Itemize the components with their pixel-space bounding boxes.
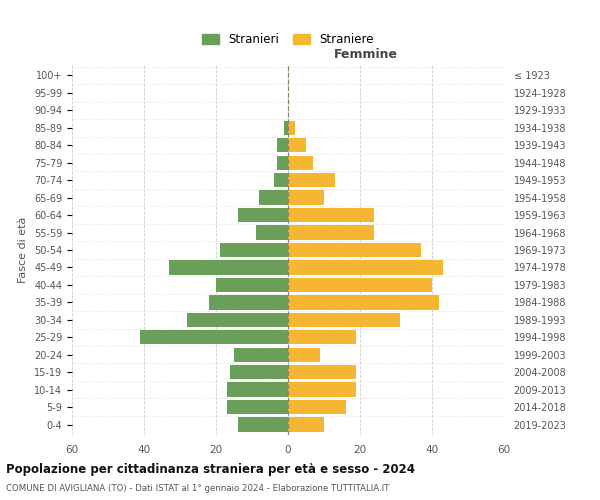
Bar	[227, 400, 288, 414]
Bar	[274, 173, 288, 188]
Bar	[284, 120, 288, 135]
Bar	[259, 190, 288, 205]
Bar	[288, 120, 295, 135]
Bar	[169, 260, 288, 274]
Y-axis label: Fasce di età: Fasce di età	[19, 217, 28, 283]
Bar	[277, 156, 288, 170]
Bar	[288, 295, 439, 310]
Bar	[288, 365, 356, 380]
Bar	[288, 330, 356, 344]
Bar	[227, 382, 288, 397]
Bar	[288, 208, 374, 222]
Text: Femmine: Femmine	[334, 48, 398, 62]
Bar	[256, 226, 288, 239]
Bar	[288, 173, 335, 188]
Bar	[288, 348, 320, 362]
Bar	[288, 243, 421, 257]
Legend: Stranieri, Straniere: Stranieri, Straniere	[197, 28, 379, 51]
Bar	[288, 226, 374, 239]
Bar	[288, 260, 443, 274]
Bar	[277, 138, 288, 152]
Bar	[288, 138, 306, 152]
Bar	[288, 312, 400, 327]
Bar	[238, 418, 288, 432]
Text: Popolazione per cittadinanza straniera per età e sesso - 2024: Popolazione per cittadinanza straniera p…	[6, 462, 415, 475]
Bar	[234, 348, 288, 362]
Bar	[288, 156, 313, 170]
Bar	[216, 278, 288, 292]
Bar	[187, 312, 288, 327]
Bar	[288, 278, 432, 292]
Bar	[288, 382, 356, 397]
Bar	[288, 400, 346, 414]
Bar	[140, 330, 288, 344]
Bar	[220, 243, 288, 257]
Text: COMUNE DI AVIGLIANA (TO) - Dati ISTAT al 1° gennaio 2024 - Elaborazione TUTTITAL: COMUNE DI AVIGLIANA (TO) - Dati ISTAT al…	[6, 484, 389, 493]
Bar	[238, 208, 288, 222]
Bar	[209, 295, 288, 310]
Bar	[288, 418, 324, 432]
Bar	[288, 190, 324, 205]
Bar	[230, 365, 288, 380]
